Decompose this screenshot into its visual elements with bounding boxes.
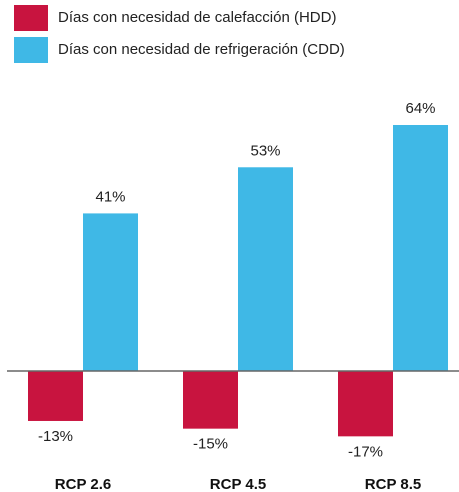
x-tick-label: RCP 4.5	[210, 476, 266, 492]
legend-label: Días con necesidad de calefacción (HDD)	[58, 9, 336, 26]
data-label: -13%	[38, 428, 73, 445]
data-label: 64%	[405, 100, 435, 117]
x-tick-label: RCP 2.6	[55, 476, 111, 492]
bar	[183, 371, 238, 429]
data-label: 41%	[95, 188, 125, 205]
legend-label: Días con necesidad de refrigeración (CDD…	[58, 41, 345, 58]
x-tick-label: RCP 8.5	[365, 476, 421, 492]
data-label: -17%	[348, 443, 383, 460]
data-label: 53%	[250, 142, 280, 159]
bar	[338, 371, 393, 437]
bar	[393, 125, 448, 371]
bar	[83, 213, 138, 371]
legend-swatch	[14, 5, 48, 31]
bar	[238, 167, 293, 371]
bar	[28, 371, 83, 421]
data-label: -15%	[193, 436, 228, 453]
legend-swatch	[14, 37, 48, 63]
